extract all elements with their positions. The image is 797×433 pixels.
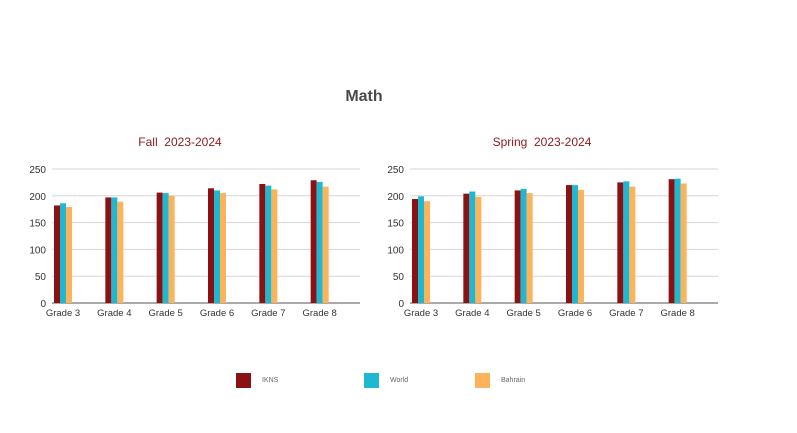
legend-label-ikns: IKNS (262, 377, 279, 384)
spring-y-tick-label: 100 (387, 245, 404, 256)
spring-bar-world-grade-7 (623, 181, 630, 303)
fall-bar-world-grade-7 (265, 185, 272, 303)
spring-bar-bahrain-grade-8 (680, 183, 687, 303)
fall-x-tick-label: Grade 3 (46, 308, 80, 319)
fall-bar-ikns-grade-4 (105, 197, 112, 303)
spring-x-tick-label: Grade 3 (404, 308, 438, 319)
fall-bar-bahrain-grade-7 (271, 189, 278, 303)
fall-bar-world-grade-6 (214, 190, 220, 303)
fall-bar-world-grade-4 (111, 197, 118, 303)
spring-bar-ikns-grade-8 (668, 179, 675, 303)
spring-bar-ikns-grade-6 (566, 185, 572, 303)
spring-x-tick-label: Grade 8 (661, 308, 695, 319)
spring-bar-bahrain-grade-3 (424, 201, 430, 303)
legend-swatch-bahrain (475, 373, 490, 388)
fall-chart-title: Fall 2023-2024 (138, 135, 222, 149)
legend-item-bahrain: Bahrain (475, 373, 525, 388)
fall-y-tick-label: 50 (35, 272, 47, 283)
fall-bar-world-grade-5 (162, 193, 169, 303)
fall-y-tick-label: 150 (29, 219, 46, 230)
spring-bar-world-grade-3 (418, 196, 424, 303)
spring-chart-title: Spring 2023-2024 (492, 135, 592, 149)
legend-item-ikns: IKNS (236, 373, 278, 388)
fall-bar-world-grade-3 (60, 203, 66, 303)
fall-bar-chart: 0 50 100 150 200 250 Grade 3 Grade 4 Grade 5 Grad… (29, 165, 360, 319)
spring-x-tick-label: Grade 7 (609, 308, 643, 319)
fall-y-tick-label: 100 (29, 245, 46, 256)
spring-y-tick-label: 200 (387, 192, 404, 203)
spring-bar-ikns-grade-7 (617, 182, 624, 303)
legend-label-bahrain: Bahrain (501, 377, 526, 384)
spring-y-tick-label: 250 (387, 165, 404, 176)
spring-x-tick-label: Grade 6 (558, 308, 592, 319)
spring-x-tick-label: Grade 5 (507, 308, 541, 319)
legend-swatch-ikns (236, 373, 251, 388)
spring-bar-bahrain-grade-7 (629, 186, 636, 303)
fall-y-tick-label: 0 (40, 299, 46, 310)
fall-x-tick-label: Grade 4 (97, 308, 131, 319)
spring-bar-world-grade-6 (572, 185, 578, 303)
spring-bar-bahrain-grade-4 (475, 196, 482, 303)
fall-x-tick-label: Grade 5 (149, 308, 183, 319)
fall-bar-bahrain-grade-5 (168, 195, 175, 303)
spring-bar-ikns-grade-3 (412, 199, 418, 303)
fall-bar-world-grade-8 (316, 181, 323, 303)
fall-bar-ikns-grade-3 (54, 205, 60, 303)
legend-label-world: World (390, 377, 409, 384)
fall-bar-bahrain-grade-3 (66, 207, 72, 303)
spring-bar-world-grade-8 (674, 178, 681, 303)
fall-bar-ikns-grade-7 (259, 184, 266, 303)
legend-swatch-world (364, 373, 379, 388)
spring-bar-world-grade-4 (469, 191, 476, 303)
fall-bar-bahrain-grade-8 (322, 186, 329, 303)
fall-bar-ikns-grade-8 (310, 180, 317, 303)
fall-y-tick-label: 200 (29, 192, 46, 203)
fall-y-tick-label: 250 (29, 165, 46, 176)
spring-y-tick-label: 0 (398, 299, 404, 310)
spring-bar-bahrain-grade-6 (578, 189, 584, 303)
fall-bar-ikns-grade-6 (208, 188, 214, 303)
fall-x-tick-label: Grade 7 (251, 308, 285, 319)
fall-bar-bahrain-grade-4 (117, 201, 124, 303)
spring-y-tick-label: 150 (387, 219, 404, 230)
spring-bar-ikns-grade-5 (514, 190, 521, 303)
spring-bar-bahrain-grade-5 (526, 193, 533, 303)
legend: IKNS World Bahrain (0, 373, 797, 389)
fall-bar-ikns-grade-5 (156, 192, 163, 303)
spring-bar-ikns-grade-4 (463, 193, 470, 303)
fall-bar-bahrain-grade-6 (220, 193, 226, 303)
fall-x-tick-label: Grade 8 (303, 308, 337, 319)
spring-y-tick-label: 50 (393, 272, 405, 283)
legend-item-world: World (364, 373, 408, 388)
spring-x-tick-label: Grade 4 (455, 308, 489, 319)
fall-x-tick-label: Grade 6 (200, 308, 234, 319)
page-title: Math (345, 88, 383, 105)
spring-bar-world-grade-5 (520, 188, 527, 303)
spring-bar-chart: 0 50 100 150 200 250 Grade 3 Grade 4 Grade 5 Grad… (387, 165, 718, 319)
